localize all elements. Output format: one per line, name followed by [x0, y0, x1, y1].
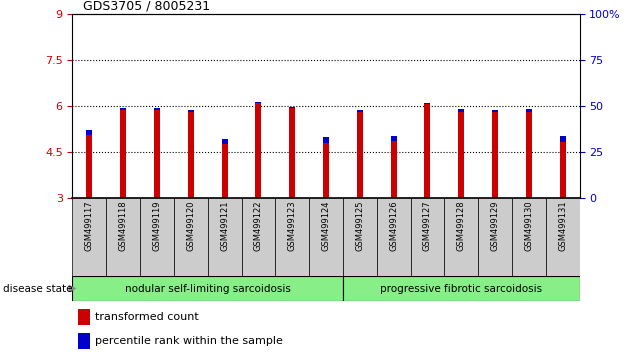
Bar	[458, 112, 464, 198]
Bar	[255, 102, 261, 103]
Bar	[289, 108, 295, 198]
Text: GSM499128: GSM499128	[457, 201, 466, 251]
Bar	[77, 333, 90, 349]
Bar	[86, 135, 93, 198]
Bar	[458, 109, 464, 112]
Bar	[546, 198, 580, 276]
Text: GSM499123: GSM499123	[288, 201, 297, 251]
Bar	[559, 136, 566, 142]
Text: GSM499119: GSM499119	[152, 201, 161, 251]
Bar	[120, 110, 126, 198]
Text: disease state: disease state	[3, 284, 72, 293]
Bar	[208, 198, 241, 276]
Text: nodular self-limiting sarcoidosis: nodular self-limiting sarcoidosis	[125, 284, 290, 293]
Bar	[222, 139, 227, 144]
Bar	[323, 143, 329, 198]
Bar	[357, 110, 363, 112]
Text: progressive fibrotic sarcoidosis: progressive fibrotic sarcoidosis	[380, 284, 542, 293]
Bar	[188, 110, 194, 112]
Text: GSM499124: GSM499124	[321, 201, 331, 251]
Text: transformed count: transformed count	[95, 312, 199, 322]
Text: GSM499118: GSM499118	[118, 201, 128, 251]
Text: GSM499117: GSM499117	[85, 201, 94, 251]
Bar	[241, 198, 275, 276]
Text: GSM499125: GSM499125	[355, 201, 364, 251]
Bar	[72, 276, 343, 301]
Text: GSM499122: GSM499122	[254, 201, 263, 251]
Text: GDS3705 / 8005231: GDS3705 / 8005231	[83, 0, 210, 13]
Bar	[526, 109, 532, 112]
Bar	[255, 103, 261, 198]
Text: GSM499127: GSM499127	[423, 201, 432, 251]
Bar	[323, 137, 329, 143]
Bar	[425, 103, 430, 104]
Bar	[72, 198, 106, 276]
Bar	[512, 198, 546, 276]
Text: GSM499129: GSM499129	[491, 201, 500, 251]
Text: GSM499130: GSM499130	[524, 201, 534, 251]
Bar	[343, 276, 580, 301]
Bar	[391, 136, 397, 142]
Text: GSM499126: GSM499126	[389, 201, 398, 251]
Bar	[526, 112, 532, 198]
Text: GSM499121: GSM499121	[220, 201, 229, 251]
Bar	[357, 112, 363, 198]
Bar	[411, 198, 444, 276]
Bar	[188, 112, 194, 198]
Bar	[174, 198, 208, 276]
Bar	[492, 112, 498, 198]
Text: percentile rank within the sample: percentile rank within the sample	[95, 336, 283, 346]
Bar	[154, 110, 160, 198]
Bar	[289, 107, 295, 108]
Bar	[222, 144, 227, 198]
Bar	[140, 198, 174, 276]
Bar	[343, 198, 377, 276]
Bar	[425, 104, 430, 198]
Bar	[77, 309, 90, 325]
Bar	[377, 198, 411, 276]
Bar	[309, 198, 343, 276]
Bar	[154, 108, 160, 110]
Text: GSM499120: GSM499120	[186, 201, 195, 251]
Bar	[444, 198, 478, 276]
Bar	[106, 198, 140, 276]
Bar	[275, 198, 309, 276]
Bar	[86, 130, 93, 135]
Bar	[478, 198, 512, 276]
Bar	[120, 108, 126, 110]
Bar	[391, 142, 397, 198]
Text: GSM499131: GSM499131	[558, 201, 567, 251]
Bar	[492, 110, 498, 112]
Bar	[559, 142, 566, 198]
